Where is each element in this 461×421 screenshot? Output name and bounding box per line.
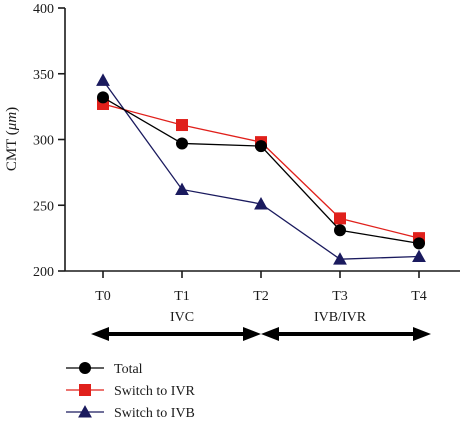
y-axis-label: CMT (μm): [4, 107, 20, 171]
y-axis: 200 250 300 350 400 CMT (μm): [4, 2, 66, 280]
series-square: [97, 97, 425, 245]
legend-marker-triangle: [78, 405, 92, 418]
data-point-triangle: [412, 249, 426, 263]
y-tick-label: 400: [33, 2, 54, 17]
phase-arrows: IVC IVB/IVR: [91, 310, 431, 341]
legend-item: Switch to IVB: [66, 405, 195, 421]
data-point-triangle: [96, 73, 110, 86]
arrow-head-left: [261, 327, 279, 341]
data-point-square: [176, 119, 188, 132]
data-point-circle: [334, 224, 346, 237]
x-ticks: T0 T1 T2 T3 T4: [95, 271, 427, 304]
y-axis-label-suffix: ): [4, 107, 20, 112]
legend-label: Switch to IVR: [114, 384, 196, 399]
legend-label: Total: [114, 362, 143, 377]
legend-item: Total: [66, 362, 143, 377]
arrow-head-right: [413, 327, 431, 341]
data-point-circle: [97, 91, 109, 104]
legend-marker-square: [79, 384, 91, 396]
data-point-circle: [413, 237, 425, 250]
y-tick-label: 200: [33, 265, 54, 280]
y-ticks: 200 250 300 350 400: [33, 2, 65, 280]
x-tick-label: T2: [253, 289, 269, 304]
series-layer: [96, 73, 426, 265]
data-point-square: [334, 212, 346, 225]
phase-arrow: IVC: [91, 310, 261, 341]
data-point-triangle: [333, 252, 347, 265]
legend-label: Switch to IVB: [114, 406, 195, 421]
legend: Total Switch to IVR Switch to IVB: [66, 362, 196, 421]
y-tick-label: 300: [33, 134, 54, 149]
series-line: [102, 96, 420, 245]
x-tick-label: T0: [95, 289, 111, 304]
y-tick-label: 250: [33, 199, 54, 214]
y-tick-label: 350: [33, 68, 54, 83]
data-point-circle: [176, 137, 188, 150]
series-circle: [97, 91, 425, 250]
arrow-head-right: [243, 327, 261, 341]
y-axis-label-unit: μm: [4, 112, 20, 132]
arrow-head-left: [91, 327, 109, 341]
phase-label: IVC: [170, 310, 194, 325]
legend-item: Switch to IVR: [66, 384, 196, 399]
phase-label: IVB/IVR: [314, 310, 367, 325]
series-triangle: [96, 73, 426, 265]
x-tick-label: T3: [332, 289, 348, 304]
series-line: [102, 103, 420, 239]
series-line: [102, 79, 420, 260]
phase-arrow: IVB/IVR: [261, 310, 431, 341]
x-tick-label: T1: [174, 289, 190, 304]
x-axis: T0 T1 T2 T3 T4: [65, 270, 460, 304]
y-axis-label-prefix: CMT (: [4, 130, 20, 171]
data-point-triangle: [175, 182, 189, 195]
x-tick-label: T4: [411, 289, 427, 304]
legend-marker-circle: [79, 362, 91, 374]
data-point-triangle: [254, 197, 268, 210]
data-point-circle: [255, 140, 267, 153]
